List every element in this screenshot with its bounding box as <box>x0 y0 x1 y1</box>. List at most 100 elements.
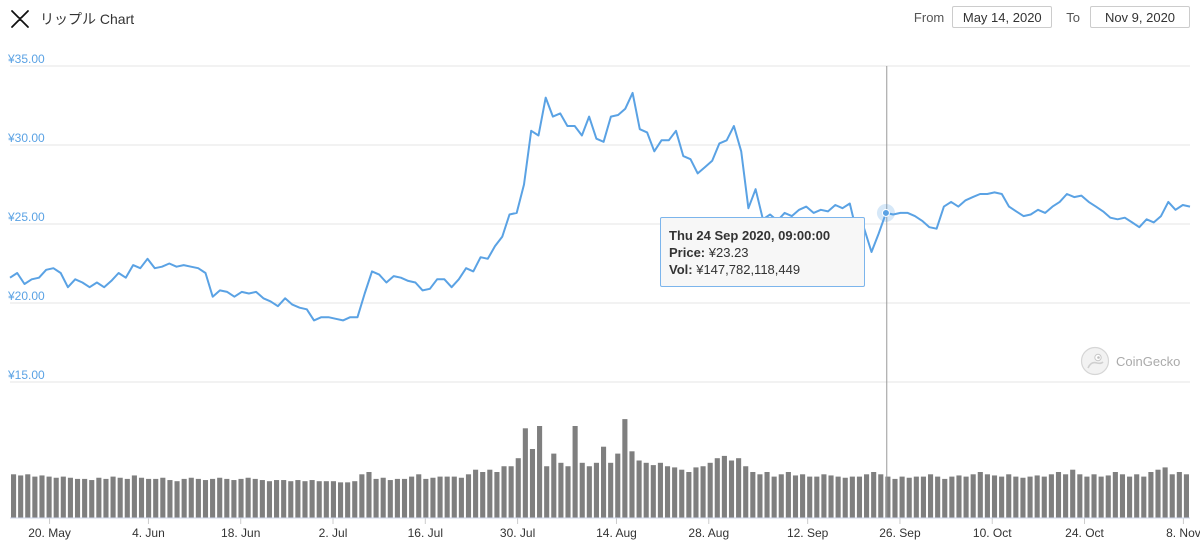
volume-bar <box>728 460 735 518</box>
volume-bar <box>942 478 948 518</box>
volume-bar <box>18 475 24 518</box>
volume-bar <box>807 476 813 518</box>
volume-bar <box>174 481 180 518</box>
volume-bar <box>1027 476 1033 518</box>
volume-bar <box>224 478 230 518</box>
volume-bar <box>259 480 265 518</box>
x-tick-label: 30. Jul <box>500 526 535 540</box>
volume-bar <box>750 472 756 518</box>
volume-bar <box>778 474 784 518</box>
title-wrap: リップル Chart <box>10 9 134 29</box>
volume-bar <box>792 475 799 518</box>
volume-bar <box>217 477 223 518</box>
volume-bar <box>842 477 848 518</box>
volume-bar <box>664 466 671 518</box>
to-date-input[interactable] <box>1090 6 1190 28</box>
volume-bar <box>785 472 791 518</box>
volume-bar <box>743 466 749 518</box>
tooltip-price-label: Price: <box>669 245 706 260</box>
volume-bar <box>586 466 592 518</box>
volume-bar <box>1084 476 1090 518</box>
coingecko-watermark: CoinGecko <box>1080 346 1180 376</box>
volume-bars <box>11 419 1189 518</box>
volume-bar <box>1091 474 1097 518</box>
volume-bar <box>39 475 45 518</box>
from-date-input[interactable] <box>952 6 1053 28</box>
volume-bar <box>89 480 95 518</box>
xrp-x-icon <box>11 10 29 28</box>
volume-bar <box>892 478 898 518</box>
grid-layer <box>10 65 1190 383</box>
volume-bar <box>814 476 820 518</box>
volume-bar <box>714 458 720 518</box>
volume-bar <box>1020 477 1026 518</box>
volume-bar <box>423 478 429 518</box>
volume-bar <box>167 480 173 518</box>
volume-bar <box>643 462 649 518</box>
tooltip-vol-label: Vol: <box>669 262 693 277</box>
volume-bar <box>970 474 976 518</box>
y-tick-label: ¥20.00 <box>7 289 45 303</box>
volume-bar <box>352 481 358 518</box>
volume-bar <box>96 477 102 518</box>
chart-title: リップル Chart <box>40 11 135 27</box>
volume-bar <box>764 472 770 518</box>
volume-bar <box>387 480 393 518</box>
volume-bar <box>74 478 81 518</box>
volume-bar <box>935 476 941 518</box>
price-line-layer <box>9 91 1191 322</box>
volume-bar <box>160 477 166 518</box>
volume-bar <box>693 467 699 518</box>
x-axis-labels: 20. May 4. Jun 18. Jun 2. Jul 16. Jul 30. Jul… <box>10 517 1200 540</box>
volume-bar <box>188 477 194 518</box>
volume-bar <box>1013 476 1019 518</box>
volume-bar <box>480 472 486 518</box>
volume-bar <box>508 466 514 518</box>
volume-bar <box>622 419 628 518</box>
volume-bar <box>494 472 500 518</box>
volume-bar <box>153 478 159 518</box>
volume-bar <box>835 476 841 518</box>
volume-bar <box>707 462 713 518</box>
y-axis-labels: ¥35.00 ¥30.00 ¥25.00 ¥20.00 ¥15.00 <box>7 52 45 382</box>
volume-bar <box>451 476 457 518</box>
volume-bar <box>558 462 564 518</box>
volume-bar <box>401 478 408 518</box>
volume-bar <box>309 480 315 518</box>
x-tick-label: 20. May <box>28 526 71 540</box>
price-series-line <box>9 91 1191 322</box>
volume-bar <box>473 469 479 518</box>
volume-bar <box>394 478 400 518</box>
volume-bar <box>721 455 727 518</box>
y-tick-label: ¥30.00 <box>7 131 45 145</box>
volume-bar <box>430 477 436 518</box>
volume-bar <box>771 476 777 518</box>
tooltip-price-value: ¥23.23 <box>708 245 749 260</box>
volume-bar <box>181 478 187 518</box>
x-tick-label: 10. Oct <box>973 526 1012 540</box>
x-tick-label: 4. Jun <box>132 526 165 540</box>
volume-bar <box>146 478 152 518</box>
volume-bar <box>537 426 543 518</box>
volume-bar <box>736 458 742 518</box>
volume-bar <box>544 466 550 518</box>
volume-bar <box>522 428 528 518</box>
volume-bar <box>551 453 557 518</box>
volume-bar <box>458 477 464 518</box>
volume-bar <box>515 458 521 518</box>
volume-bar <box>1141 476 1147 518</box>
volume-bar <box>849 476 855 518</box>
volume-bar <box>444 476 450 518</box>
volume-bar <box>913 476 919 518</box>
x-tick-label: 28. Aug <box>688 526 729 540</box>
volume-bar <box>1070 469 1076 518</box>
volume-bar <box>487 469 493 518</box>
volume-bar <box>245 477 251 518</box>
volume-bar <box>380 477 386 518</box>
volume-bar <box>579 462 585 518</box>
volume-bar <box>131 475 137 518</box>
volume-bar <box>963 476 969 518</box>
y-tick-label: ¥25.00 <box>7 210 45 224</box>
volume-bar <box>82 478 88 518</box>
